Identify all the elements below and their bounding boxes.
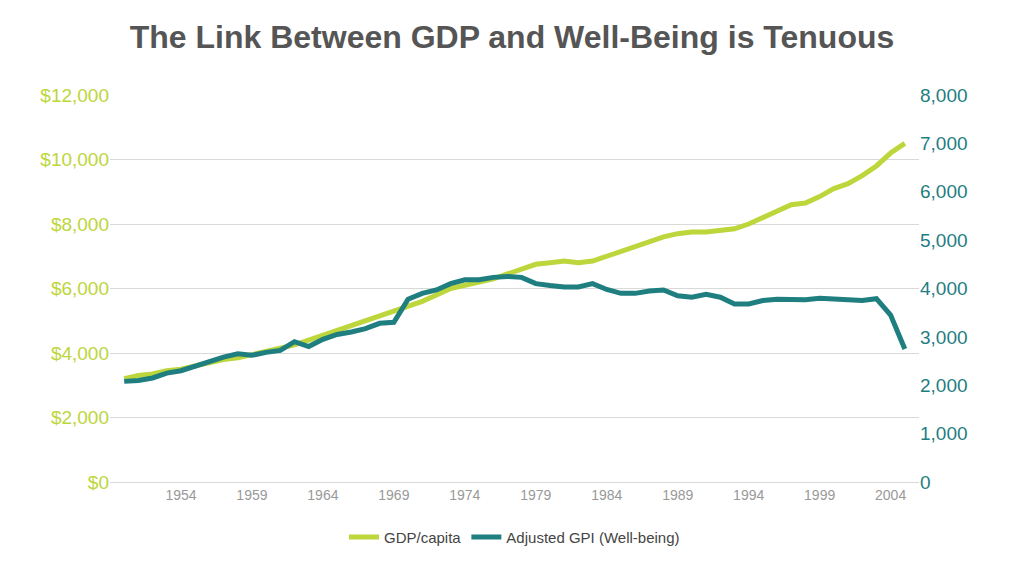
svg-text:1974: 1974: [449, 487, 480, 503]
svg-text:$2,000: $2,000: [51, 407, 109, 428]
svg-text:5,000: 5,000: [920, 230, 968, 251]
svg-text:3,000: 3,000: [920, 327, 968, 348]
svg-text:GDP/capita: GDP/capita: [384, 529, 461, 546]
svg-text:1999: 1999: [804, 487, 835, 503]
svg-text:$12,000: $12,000: [40, 85, 109, 106]
svg-text:$6,000: $6,000: [51, 278, 109, 299]
svg-text:1969: 1969: [378, 487, 409, 503]
svg-text:1964: 1964: [307, 487, 338, 503]
svg-text:1979: 1979: [520, 487, 551, 503]
svg-text:4,000: 4,000: [920, 278, 968, 299]
svg-text:1959: 1959: [236, 487, 267, 503]
svg-text:7,000: 7,000: [920, 133, 968, 154]
svg-text:2004: 2004: [875, 487, 906, 503]
svg-text:0: 0: [920, 472, 931, 493]
svg-text:1954: 1954: [165, 487, 196, 503]
svg-text:$10,000: $10,000: [40, 149, 109, 170]
svg-text:8,000: 8,000: [920, 85, 968, 106]
svg-text:Adjusted GPI (Well-being): Adjusted GPI (Well-being): [506, 529, 679, 546]
svg-text:$8,000: $8,000: [51, 214, 109, 235]
svg-text:2,000: 2,000: [920, 375, 968, 396]
svg-text:$4,000: $4,000: [51, 343, 109, 364]
svg-text:$0: $0: [88, 472, 109, 493]
svg-text:1989: 1989: [662, 487, 693, 503]
svg-text:The Link Between GDP and Well-: The Link Between GDP and Well-Being is T…: [130, 19, 895, 55]
svg-text:1,000: 1,000: [920, 423, 968, 444]
svg-text:1984: 1984: [591, 487, 622, 503]
svg-text:1994: 1994: [733, 487, 764, 503]
svg-text:6,000: 6,000: [920, 181, 968, 202]
